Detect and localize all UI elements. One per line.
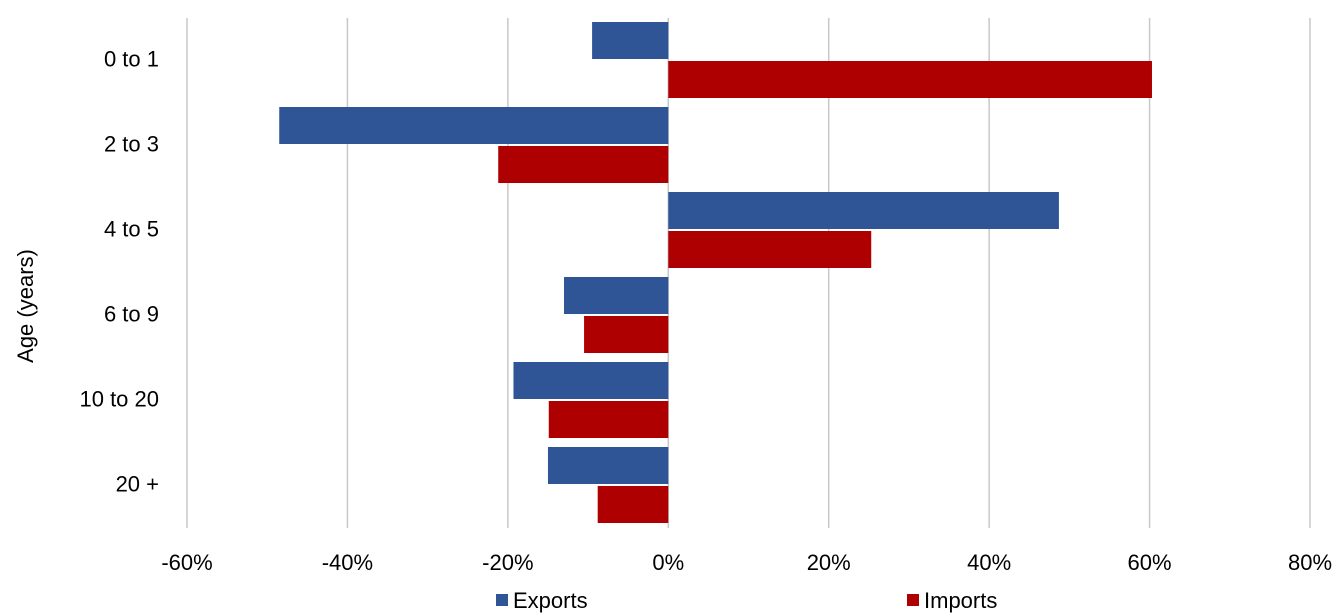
legend-swatch-imports	[907, 594, 919, 606]
bar-exports-10-to-20	[513, 362, 669, 399]
bar-imports-2-to-3	[498, 146, 669, 183]
category-label-4-to-5: 4 to 5	[104, 216, 159, 241]
x-tick-label-60: -60%	[161, 550, 212, 575]
x-tick-label-0: 0%	[652, 550, 684, 575]
x-tick-label-20: -20%	[482, 550, 533, 575]
bar-exports-2-to-3	[279, 107, 669, 144]
bar-imports-20	[597, 486, 669, 523]
x-tick-labels: -60% -40% -20% 0% 20% 40% 60% 80%	[161, 550, 1332, 575]
category-label-20: 20 +	[116, 471, 159, 496]
bar-exports-20	[547, 447, 669, 484]
x-tick-label-60: 60%	[1128, 550, 1172, 575]
x-tick-label-40: 40%	[967, 550, 1011, 575]
legend-item-exports: Exports	[496, 588, 588, 613]
bars	[279, 22, 1152, 523]
bar-imports-4-to-5	[668, 231, 872, 268]
category-label-2-to-3: 2 to 3	[104, 131, 159, 156]
x-tick-label-20: 20%	[807, 550, 851, 575]
x-tick-label-40: -40%	[322, 550, 373, 575]
category-label-6-to-9: 6 to 9	[104, 301, 159, 326]
bar-exports-0-to-1	[592, 22, 669, 59]
bar-imports-6-to-9	[584, 316, 669, 353]
legend-item-imports: Imports	[907, 588, 997, 613]
x-tick-label-80: 80%	[1288, 550, 1332, 575]
category-label-10-to-20: 10 to 20	[79, 386, 159, 411]
bar-exports-6-to-9	[564, 277, 669, 314]
legend-label-exports: Exports	[513, 588, 588, 613]
bar-imports-10-to-20	[548, 401, 669, 438]
grid-lines	[186, 18, 1311, 528]
legend: Exports Imports	[496, 588, 997, 613]
category-label-0-to-1: 0 to 1	[104, 46, 159, 71]
y-axis-label: Age (years)	[13, 249, 38, 363]
legend-swatch-exports	[496, 594, 508, 606]
category-labels: 0 to 1 2 to 3 4 to 5 6 to 9 10 to 20 20 +	[79, 46, 159, 496]
bar-imports-0-to-1	[668, 61, 1152, 98]
bar-exports-4-to-5	[668, 192, 1059, 229]
legend-label-imports: Imports	[924, 588, 997, 613]
